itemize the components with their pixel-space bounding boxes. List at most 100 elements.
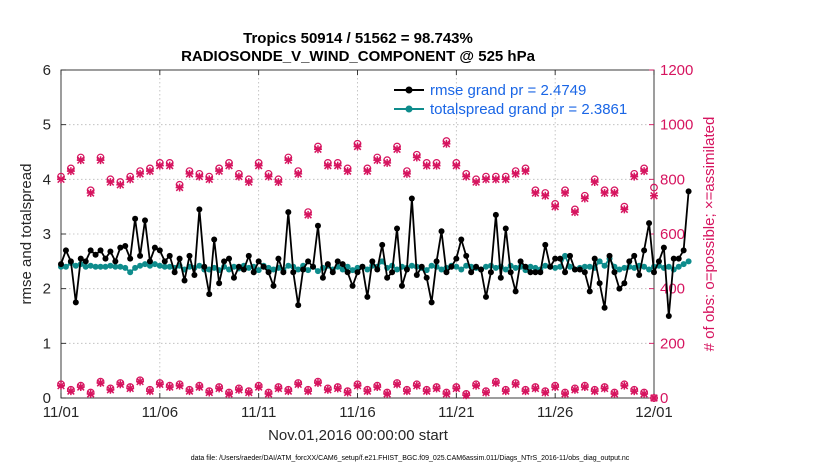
totalspread-point <box>245 264 252 271</box>
x-tick-label-2: 11/11 <box>241 404 276 421</box>
rmse-point <box>512 288 519 295</box>
y-tick-label-4: 4 <box>43 171 51 188</box>
obs-assimilated-marker <box>511 169 520 178</box>
obs-assimilated-marker <box>363 387 372 396</box>
totalspread-point <box>527 263 534 270</box>
totalspread-point <box>270 266 277 273</box>
rmse-point <box>82 258 89 265</box>
obs-assimilated-marker <box>304 387 313 396</box>
rmse-point <box>606 252 613 259</box>
y-axis-label: rmse and totalspread <box>18 164 35 305</box>
rmse-point <box>255 258 262 265</box>
obs-assimilated-marker <box>452 161 461 170</box>
rmse-point <box>280 269 287 276</box>
totalspread-point <box>646 266 653 273</box>
totalspread-point <box>255 267 262 274</box>
totalspread-point <box>97 263 104 270</box>
totalspread-point <box>102 263 109 270</box>
obs-assimilated-marker <box>393 145 401 154</box>
rmse-point <box>107 248 114 255</box>
obs-assimilated-marker <box>432 161 441 170</box>
rmse-point <box>226 255 233 262</box>
rmse-point <box>117 244 124 251</box>
rmse-point <box>601 304 608 311</box>
rmse-point <box>240 266 247 273</box>
legend: rmse grand pr = 2.4749 totalspread grand… <box>394 82 627 118</box>
obs-assimilated-marker <box>650 394 658 402</box>
obs-assimilated-marker <box>244 388 253 397</box>
obs-assimilated-marker <box>412 381 421 390</box>
rmse-point <box>502 225 509 232</box>
rmse-point <box>314 222 321 229</box>
totalspread-point <box>512 264 519 271</box>
rmse-point <box>62 247 69 254</box>
rmse-point <box>156 247 163 254</box>
rmse-point <box>438 228 445 235</box>
x-tick-label-6: 12/01 <box>635 404 673 421</box>
rmse-point <box>423 274 430 281</box>
rmse-point <box>522 263 529 270</box>
rmse-point <box>532 269 539 276</box>
totalspread-point <box>137 262 144 269</box>
y-right-tick-label-3: 600 <box>660 226 685 243</box>
rmse-point <box>265 269 272 276</box>
rmse-point <box>364 293 371 300</box>
totalspread-point <box>438 266 445 273</box>
totalspread-point <box>295 266 302 273</box>
totalspread-point <box>161 263 168 270</box>
totalspread-point <box>127 269 134 276</box>
totalspread-point <box>151 261 158 268</box>
rmse-point <box>97 247 104 254</box>
rmse-point <box>557 255 564 262</box>
totalspread-point <box>408 262 415 269</box>
rmse-point <box>300 266 307 273</box>
rmse-point <box>394 225 401 232</box>
obs-assimilated-marker <box>472 178 481 187</box>
rmse-point <box>571 266 578 273</box>
x-tick-label-4: 11/21 <box>438 404 474 421</box>
rmse-point <box>146 258 153 265</box>
obs-assimilated-marker <box>76 383 85 392</box>
obs-assimilated-marker <box>225 161 233 170</box>
totalspread-point <box>616 266 623 273</box>
obs-assimilated-marker <box>136 169 145 178</box>
series-lines <box>58 188 692 319</box>
rmse-point <box>379 241 386 248</box>
obs-assimilated-marker <box>393 380 401 389</box>
obs-assimilated-marker <box>521 387 530 396</box>
rmse-point <box>67 258 74 265</box>
rmse-point <box>547 263 554 270</box>
totalspread-point <box>196 262 203 269</box>
rmse-point <box>413 272 420 278</box>
totalspread-point <box>394 266 401 273</box>
obs-assimilated-marker <box>541 388 550 397</box>
rmse-point <box>339 261 346 268</box>
rmse-point <box>285 209 292 216</box>
y-tick-label-1: 1 <box>43 335 51 352</box>
rmse-point <box>443 269 450 276</box>
obs-assimilated-marker <box>422 387 431 396</box>
obs-assimilated-marker <box>640 167 649 176</box>
obs-assimilated-marker <box>600 384 609 393</box>
rmse-point <box>235 263 242 270</box>
rmse-point <box>586 288 593 295</box>
obs-assimilated-marker <box>116 180 125 189</box>
totalspread-point <box>349 267 356 274</box>
obs-assimilated-marker <box>620 381 629 390</box>
rmse-point <box>458 236 465 243</box>
rmse-point <box>186 252 193 259</box>
rmse-point <box>305 258 312 265</box>
obs-assimilated-marker <box>215 167 224 176</box>
rmse-point <box>384 274 391 281</box>
legend-spread-label: totalspread grand pr = 2.3861 <box>430 101 627 118</box>
x-tick-label-3: 11/16 <box>339 404 375 421</box>
obs-assimilated-marker <box>274 384 283 393</box>
obs-assimilated-marker <box>353 142 362 151</box>
rmse-point <box>354 269 361 276</box>
rmse-point <box>660 244 667 251</box>
obs-assimilated-marker <box>294 380 303 389</box>
rmse-point <box>334 258 341 265</box>
obs-assimilated-marker <box>126 175 135 184</box>
obs-assimilated-marker <box>165 383 174 392</box>
obs-assimilated-marker <box>482 388 490 397</box>
